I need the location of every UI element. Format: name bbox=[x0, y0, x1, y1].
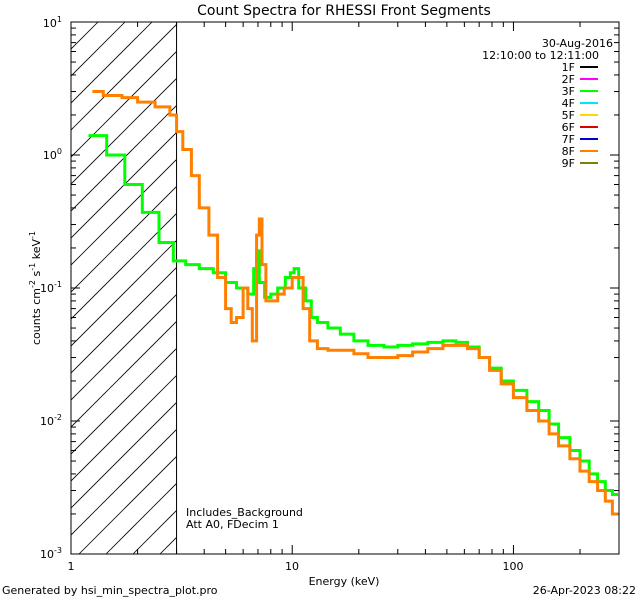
legend-label-4f: 4F bbox=[562, 97, 575, 110]
y-tick-label-1e-1: 10-1 bbox=[40, 280, 62, 295]
chart-title: Count Spectra for RHESSI Front Segments bbox=[197, 3, 491, 19]
hatch-line bbox=[71, 23, 177, 131]
time-range: 12:10:00 to 12:11:00 bbox=[482, 49, 599, 62]
footer-generated-by: Generated by hsi_min_spectra_plot.pro bbox=[2, 584, 218, 597]
legend-label-8f: 8F bbox=[562, 145, 575, 158]
x-axis-label: Energy (keV) bbox=[309, 575, 380, 588]
hatch-line bbox=[71, 77, 177, 185]
y-tick-label-1e0: 100 bbox=[43, 147, 62, 162]
annotation-attenuator: Att A0, FDecim 1 bbox=[186, 518, 279, 531]
hatch-line bbox=[71, 212, 177, 320]
hatch-line bbox=[71, 22, 126, 77]
legend-label-7f: 7F bbox=[562, 133, 575, 146]
x-tick-label-100: 100 bbox=[503, 560, 524, 573]
y-minor-ticks bbox=[71, 27, 619, 515]
y-tick-label-1e-2: 10-2 bbox=[40, 413, 62, 428]
legend-label-5f: 5F bbox=[562, 109, 575, 122]
excluded-energy-hatch bbox=[71, 22, 177, 554]
legend-label-1f: 1F bbox=[562, 61, 575, 74]
hatch-line bbox=[71, 239, 177, 347]
legend-label-9f: 9F bbox=[562, 157, 575, 170]
y-axis-label: counts cm-2 s-1 keV-1 bbox=[28, 231, 43, 345]
y-tick-label-1e-3: 10-3 bbox=[40, 546, 62, 561]
x-minor-ticks bbox=[137, 22, 620, 554]
hatch-line bbox=[71, 266, 177, 374]
series-3f-line bbox=[88, 134, 618, 496]
hatch-line bbox=[78, 455, 177, 554]
hatch-line bbox=[71, 50, 177, 158]
series-8f-line bbox=[92, 90, 618, 516]
footer-timestamp: 26-Apr-2023 08:22 bbox=[533, 584, 636, 597]
hatch-line bbox=[71, 374, 177, 482]
y-major-ticks bbox=[71, 21, 619, 555]
observation-date: 30-Aug-2016 bbox=[542, 37, 613, 50]
x-tick-label-10: 10 bbox=[285, 560, 299, 573]
legend-label-3f: 3F bbox=[562, 85, 575, 98]
annotation-background: Includes_Background bbox=[186, 506, 303, 519]
hatch-line bbox=[71, 401, 177, 509]
y-tick-label-1e1: 101 bbox=[43, 15, 62, 30]
legend-label-6f: 6F bbox=[562, 121, 575, 134]
hatch-line bbox=[71, 428, 177, 536]
legend-label-2f: 2F bbox=[562, 73, 575, 86]
hatch-line bbox=[105, 482, 177, 554]
x-tick-label-1: 1 bbox=[68, 560, 75, 573]
x-major-ticks bbox=[70, 22, 514, 554]
